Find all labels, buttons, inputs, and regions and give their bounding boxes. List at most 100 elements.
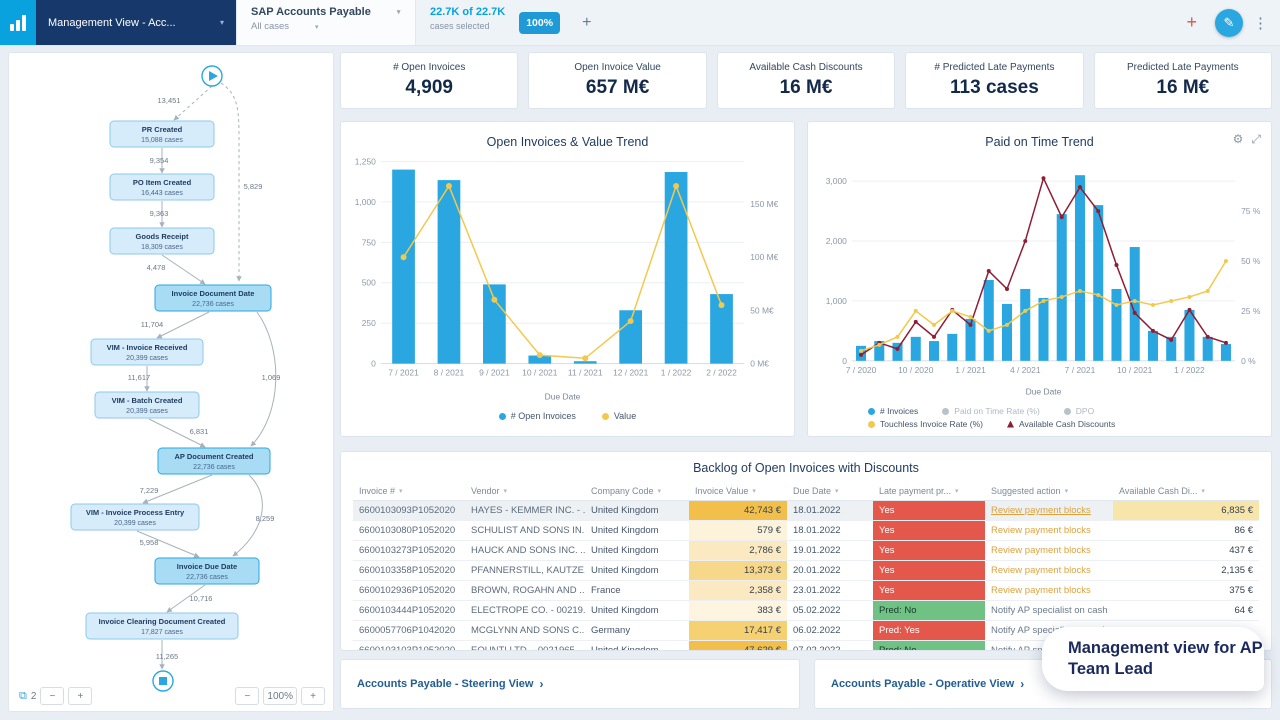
- table-row[interactable]: 6600103080P1052020 SCHULIST AND SONS IN.…: [353, 521, 1259, 541]
- selection-percent-badge[interactable]: 100%: [519, 11, 561, 34]
- gear-icon[interactable]: ⚙: [1232, 132, 1244, 146]
- column-header[interactable]: Available Cash Di... ▾: [1113, 482, 1259, 500]
- cell-suggested-action[interactable]: Review payment blocks: [991, 545, 1091, 556]
- kpi-label: Predicted Late Payments: [1126, 62, 1239, 73]
- chevron-down-icon[interactable]: ▾: [396, 9, 401, 16]
- kebab-menu-icon[interactable]: ⋮: [1253, 14, 1268, 32]
- sort-caret-icon[interactable]: ▾: [955, 488, 959, 495]
- legend-item[interactable]: Value: [601, 411, 636, 421]
- tab-management-view[interactable]: Management View - Acc... ▾: [36, 0, 236, 45]
- edge-case-count: 11,617: [128, 373, 150, 382]
- process-node[interactable]: Invoice Document Date 22,736 cases: [154, 284, 272, 312]
- table-row[interactable]: 6600103273P1052020 HAUCK AND SONS INC. .…: [353, 541, 1259, 561]
- legend-item[interactable]: DPO: [1063, 406, 1094, 416]
- cell-suggested-action[interactable]: Review payment blocks: [991, 585, 1091, 596]
- add-sheet-button[interactable]: +: [582, 13, 592, 31]
- cell-cash-discount: 375 €: [1229, 585, 1253, 596]
- process-node[interactable]: AP Document Created 22,736 cases: [157, 447, 271, 475]
- process-node[interactable]: Invoice Clearing Document Created 17,827…: [85, 612, 239, 640]
- zoom-in-button[interactable]: +: [301, 687, 325, 705]
- process-node[interactable]: VIM - Invoice Process Entry 20,399 cases: [70, 503, 200, 531]
- svg-text:1 / 2021: 1 / 2021: [955, 365, 986, 375]
- column-label: Due Date: [793, 486, 832, 496]
- svg-text:AP Document Created: AP Document Created: [174, 452, 253, 461]
- chevron-down-icon: ▾: [219, 18, 224, 27]
- steering-view-link[interactable]: Accounts Payable - Steering View ›: [340, 659, 800, 709]
- svg-text:22,736 cases: 22,736 cases: [186, 574, 228, 581]
- fullscreen-icon[interactable]: ⤢: [1251, 132, 1261, 146]
- svg-text:1 / 2022: 1 / 2022: [1174, 365, 1205, 375]
- table-row[interactable]: 6600102936P1052020 BROWN, ROGAHN AND ...…: [353, 581, 1259, 601]
- edge-case-count: 13,451: [158, 96, 181, 105]
- zoom-out-button[interactable]: −: [235, 687, 260, 705]
- cell-suggested-action[interactable]: Review payment blocks: [991, 565, 1091, 576]
- table-row[interactable]: 6600103444P1052020 ELECTROPE CO. - 00219…: [353, 601, 1259, 621]
- svg-text:Invoice Due Date: Invoice Due Date: [177, 562, 237, 571]
- process-node[interactable]: VIM - Batch Created 20,399 cases: [94, 391, 200, 419]
- edit-button[interactable]: ✎: [1215, 8, 1243, 37]
- process-node[interactable]: VIM - Invoice Received 20,399 cases: [90, 338, 204, 366]
- edge-case-count: 11,265: [156, 652, 178, 661]
- legend-item[interactable]: Paid on Time Rate (%): [942, 406, 1040, 416]
- process-node[interactable]: PO Item Created 16,443 cases: [109, 173, 215, 201]
- process-node[interactable]: Invoice Due Date 22,736 cases: [154, 557, 260, 585]
- analysis-selector[interactable]: SAP Accounts Payable ▾ All cases ▾: [236, 0, 416, 45]
- column-label: Suggested action: [991, 486, 1061, 496]
- column-header[interactable]: Suggested action ▾: [985, 482, 1113, 500]
- column-header[interactable]: Vendor ▾: [465, 482, 585, 500]
- svg-text:Due Date: Due Date: [1026, 387, 1062, 397]
- column-header[interactable]: Invoice Value ▾: [689, 482, 787, 500]
- stop-button[interactable]: [152, 670, 174, 692]
- sort-caret-icon[interactable]: ▾: [503, 488, 508, 495]
- table-body: 6600103093P1052020 HAYES - KEMMER INC. -…: [353, 501, 1259, 650]
- app-logo[interactable]: [0, 0, 36, 45]
- play-button[interactable]: [201, 65, 223, 87]
- sort-caret-icon[interactable]: ▾: [1201, 488, 1205, 495]
- sort-caret-icon[interactable]: ▾: [399, 488, 403, 495]
- variant-increase-button[interactable]: +: [68, 687, 93, 705]
- sort-caret-icon[interactable]: ▾: [1064, 488, 1069, 495]
- link-label: Accounts Payable - Operative View: [831, 678, 1015, 690]
- add-button[interactable]: +: [1186, 12, 1197, 32]
- process-node[interactable]: PR Created 15,088 cases: [109, 120, 215, 148]
- svg-text:0: 0: [842, 356, 847, 366]
- sort-caret-icon[interactable]: ▾: [657, 488, 662, 495]
- cell-suggested-action[interactable]: Review payment blocks: [991, 525, 1091, 536]
- cell-company: Germany: [591, 625, 631, 636]
- cell-cash-discount: 86 €: [1234, 525, 1254, 536]
- table-row[interactable]: 6600103358P1052020 PFANNERSTILL, KAUTZE.…: [353, 561, 1259, 581]
- legend-item[interactable]: Available Cash Discounts: [1007, 419, 1115, 429]
- svg-text:3,000: 3,000: [826, 176, 847, 186]
- legend-item[interactable]: # Open Invoices: [498, 411, 576, 421]
- sort-caret-icon[interactable]: ▾: [835, 488, 839, 495]
- combo-chart[interactable]: 0 250 500 750 1,000 1,250 0 M€ 50 M€ 100 M€ 150 M…: [341, 149, 794, 404]
- cell-suggested-action[interactable]: Notify AP specialist on cash: [991, 625, 1108, 636]
- legend-item[interactable]: Touchless Invoice Rate (%): [868, 419, 983, 429]
- svg-text:250: 250: [362, 318, 376, 328]
- table-row[interactable]: 6600057706P1042020 MCGLYNN AND SONS C...…: [353, 621, 1259, 641]
- cell-suggested-action[interactable]: Review payment blocks: [991, 505, 1091, 516]
- kpi-value: 16 M€: [779, 77, 833, 98]
- column-header[interactable]: Invoice # ▾: [353, 482, 465, 500]
- column-label: Invoice Value: [695, 486, 749, 496]
- variant-decrease-button[interactable]: −: [40, 687, 65, 705]
- edge-case-count: 6,831: [190, 427, 209, 436]
- svg-text:2,000: 2,000: [826, 236, 847, 246]
- column-header[interactable]: Late payment pr... ▾: [873, 482, 985, 500]
- kpi-row: # Open Invoices 4,909 Open Invoice Value…: [340, 52, 1273, 109]
- column-header[interactable]: Company Code ▾: [585, 482, 689, 500]
- process-node[interactable]: Goods Receipt 18,309 cases: [109, 227, 215, 255]
- cell-due-date: 23.01.2022: [793, 585, 841, 596]
- sort-caret-icon[interactable]: ▾: [752, 488, 756, 495]
- backlog-table-card: Backlog of Open Invoices with Discounts …: [340, 451, 1272, 651]
- process-graph[interactable]: PR Created 15,088 cases PO Item Created …: [9, 53, 331, 693]
- legend-marker-icon: [1007, 420, 1014, 428]
- cell-suggested-action[interactable]: Notify AP specialist on cash: [991, 605, 1108, 616]
- cell-invoice-value: 47,629 €: [689, 641, 787, 650]
- svg-text:16,443 cases: 16,443 cases: [141, 190, 183, 197]
- legend-item[interactable]: # Invoices: [868, 406, 918, 416]
- combo-chart[interactable]: 0 1,000 2,000 3,000 0 % 25 % 50 % 75 % 7 / 2020 1…: [808, 149, 1271, 399]
- chevron-down-icon[interactable]: ▾: [315, 23, 319, 31]
- column-header[interactable]: Due Date ▾: [787, 482, 873, 500]
- table-row[interactable]: 6600103093P1052020 HAYES - KEMMER INC. -…: [353, 501, 1259, 521]
